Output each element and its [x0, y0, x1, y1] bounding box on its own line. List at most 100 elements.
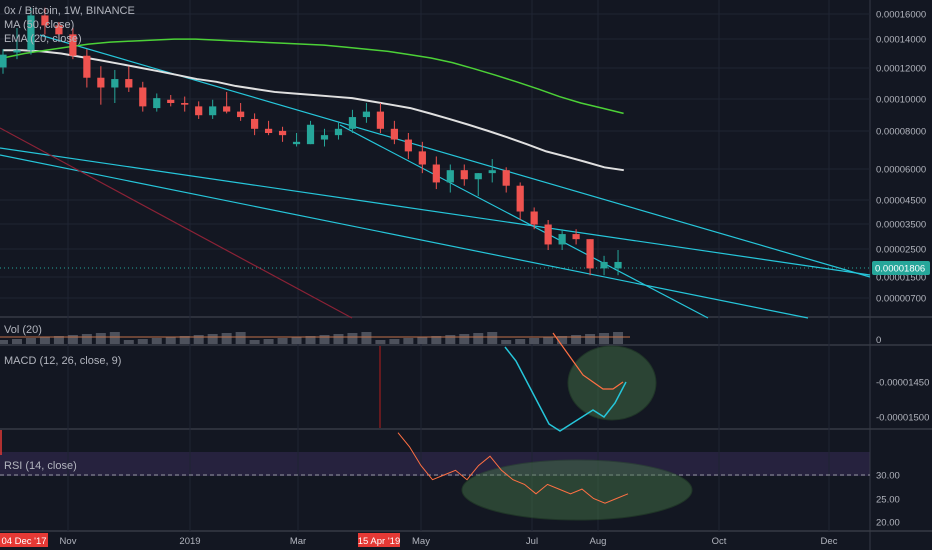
candle-body: [362, 111, 371, 118]
candle-body: [111, 79, 119, 88]
candle-body: [502, 170, 510, 186]
candle-body: [376, 111, 385, 129]
price-tick-label: 0.00000700: [876, 294, 926, 305]
candle-body: [125, 79, 133, 88]
volume-bar: [361, 332, 372, 344]
time-tick-label: May: [412, 536, 430, 547]
time-tick-label: 2019: [179, 536, 200, 547]
rsi-tick-label: 30.00: [876, 471, 900, 482]
volume-bar: [473, 333, 484, 344]
time-tick-label: Nov: [60, 536, 77, 547]
volume-bar: [403, 338, 414, 344]
volume-bar: [487, 332, 498, 344]
vol-legend[interactable]: Vol (20): [4, 324, 42, 336]
volume-bar: [445, 335, 456, 344]
candle-body: [404, 139, 412, 152]
signal-line: [552, 332, 624, 390]
volume-bar: [613, 332, 624, 344]
candle-body: [460, 170, 468, 180]
symbol-legend[interactable]: 0x / Bitcoin, 1W, BINANCE: [4, 5, 135, 17]
price-tick-label: 0.00004500: [876, 196, 926, 207]
macd-line: [504, 346, 627, 432]
volume-bar: [221, 333, 232, 344]
candle-body: [558, 234, 566, 245]
volume-bar: [95, 333, 106, 344]
price-tick-label: 0.00010000: [876, 95, 926, 106]
volume-bar: [123, 340, 134, 344]
candle-body: [278, 130, 287, 136]
candle-body: [209, 106, 217, 116]
candle-body: [572, 234, 580, 240]
price-tick-label: 0.00001500: [876, 273, 926, 284]
volume-bar: [305, 336, 316, 344]
candle-body: [139, 87, 147, 107]
price-tick-label: 0.00002500: [876, 245, 926, 256]
volume-bar: [459, 334, 470, 344]
candle-body: [614, 261, 622, 269]
volume-bar: [25, 338, 36, 344]
candle-body: [348, 117, 357, 129]
ma-legend[interactable]: MA (50, close): [4, 19, 75, 31]
rsi-tick-label: 20.00: [876, 518, 900, 529]
rsi-legend[interactable]: RSI (14, close): [4, 460, 77, 472]
candle-body: [600, 261, 608, 269]
volume-bar: [585, 334, 596, 344]
rsi-tick-label: 25.00: [876, 495, 900, 506]
time-tick-label: Oct: [712, 536, 727, 547]
time-tick-label: Mar: [290, 536, 306, 547]
volume-bar: [571, 335, 582, 344]
candle-body: [69, 34, 77, 56]
volume-bar: [193, 335, 204, 344]
volume-bar: [291, 337, 302, 344]
highlighted-date-badge: [0, 533, 48, 547]
volume-bar: [347, 333, 358, 344]
candle-body: [41, 15, 49, 26]
volume-bar: [333, 334, 344, 344]
candle-body: [153, 98, 161, 109]
volume-bar: [599, 333, 610, 344]
candle-body: [488, 170, 496, 174]
volume-bar: [39, 337, 50, 344]
candle-body: [264, 128, 273, 133]
volume-bar: [417, 337, 428, 344]
trendline: [0, 147, 871, 276]
time-tick-label: Dec: [821, 536, 838, 547]
candle-body: [418, 151, 426, 165]
candle-body: [55, 25, 63, 35]
candle-body: [292, 141, 301, 145]
candle-body: [320, 135, 329, 140]
volume-bar: [11, 339, 22, 344]
candle-body: [237, 111, 245, 118]
macd-legend[interactable]: MACD (12, 26, close, 9): [4, 355, 122, 367]
volume-bar: [319, 335, 330, 344]
volume-bar: [277, 338, 288, 344]
candle-body: [83, 55, 91, 78]
candle-body: [586, 239, 594, 269]
volume-bar: [207, 334, 218, 344]
candle-body: [181, 103, 189, 105]
current-price-label: 0.00001806: [875, 264, 925, 275]
volume-bar: [375, 340, 386, 344]
candle-body: [306, 124, 315, 145]
candle-body: [27, 15, 35, 51]
ma-line: [3, 49, 624, 172]
volume-bar: [179, 336, 190, 344]
volume-bar: [137, 339, 148, 344]
price-tick-label: 0.00014000: [876, 35, 926, 46]
volume-bar: [67, 335, 78, 344]
volume-bar: [235, 332, 246, 344]
volume-bar: [0, 340, 8, 344]
volume-bar: [165, 337, 176, 344]
volume-bar: [515, 339, 526, 344]
candle-body: [516, 185, 524, 212]
candle-body: [390, 128, 398, 140]
volume-bar: [109, 332, 120, 344]
candle-body: [251, 118, 259, 129]
ema-legend[interactable]: EMA (20, close): [4, 33, 82, 45]
volume-bar: [529, 338, 540, 344]
candle-body: [334, 128, 343, 136]
volume-bar: [249, 340, 260, 344]
volume-bar: [543, 337, 554, 344]
